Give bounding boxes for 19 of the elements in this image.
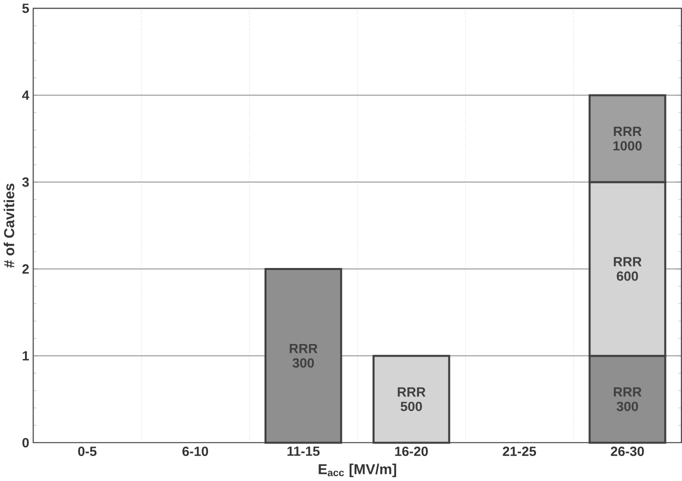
y-tick-label: 5: [22, 4, 29, 14]
series-label: RRR 500: [398, 387, 426, 412]
x-tick-label: 16-20: [395, 446, 428, 456]
x-axis-title: E$_{acc}$ [MV/m]: [318, 464, 396, 478]
y-tick-label: 4: [22, 90, 30, 100]
series-label: RRR 1000: [613, 126, 642, 151]
y-tick-label: 1: [22, 351, 29, 360]
y-axis-title: # of Cavities: [4, 184, 14, 268]
y-tick-label: 0: [22, 438, 29, 448]
x-tick-label: 0-5: [78, 446, 96, 456]
x-tick-label: 6-10: [182, 446, 208, 456]
y-tick-label: 2: [22, 264, 29, 274]
text: RRR 300: [614, 387, 642, 412]
y-tick-label: 3: [22, 177, 29, 187]
x-tick-label: 26-30: [610, 446, 644, 456]
series-label: RRR 600: [614, 257, 642, 281]
x-tick-label: 11-15: [288, 446, 320, 456]
x-tick-label: 21-25: [502, 446, 536, 456]
series-label: RRR 300: [290, 344, 318, 368]
